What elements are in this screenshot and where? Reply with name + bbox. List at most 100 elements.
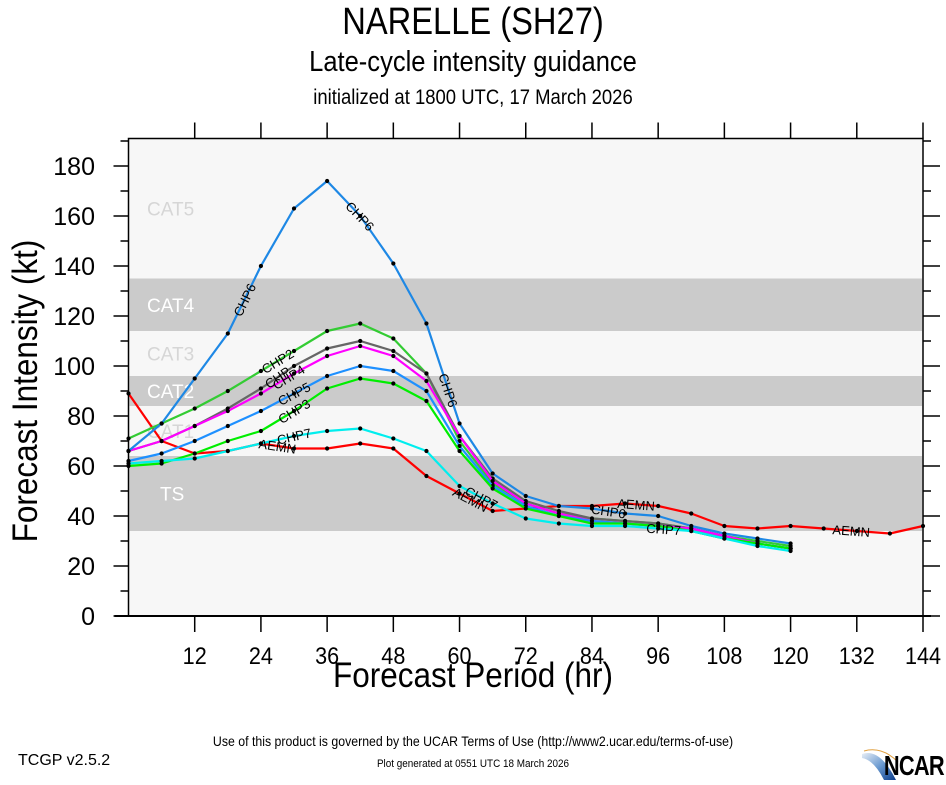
data-point-aemn xyxy=(821,526,826,531)
data-point-chp7 xyxy=(689,528,694,534)
data-point-chp6 xyxy=(755,536,760,541)
data-point-chp5 xyxy=(192,438,197,444)
data-point-chp3 xyxy=(192,451,197,456)
data-point-chp6 xyxy=(656,513,661,519)
data-point-chp2 xyxy=(358,321,363,326)
data-point-chp3 xyxy=(424,398,429,404)
series-label-text: AEMN xyxy=(617,496,656,514)
x-tick-label: 60 xyxy=(448,642,472,669)
data-point-chp3 xyxy=(225,438,230,444)
data-point-chp6 xyxy=(325,178,330,184)
data-point-aemn xyxy=(656,503,661,509)
data-point-chp2 xyxy=(391,336,396,341)
band-label-cat5: CAT5 xyxy=(147,200,194,221)
band-label-cat4: CAT4 xyxy=(147,296,195,317)
series-label-text: AEMN xyxy=(258,436,297,456)
data-point-aemn xyxy=(788,523,793,529)
data-point-chp7 xyxy=(556,521,561,526)
series-label-aemn: AEMN xyxy=(617,496,656,514)
data-point-chp7 xyxy=(589,523,595,529)
y-tick-label: 60 xyxy=(67,453,95,481)
data-point-chp7 xyxy=(291,433,297,439)
data-point-chp4 xyxy=(225,408,230,414)
data-point-chp7 xyxy=(788,548,793,554)
data-point-chp7 xyxy=(457,483,462,489)
data-point-chp6 xyxy=(722,531,727,536)
data-point-chp6 xyxy=(258,263,264,269)
data-point-chp7 xyxy=(622,523,628,529)
y-tick-label: 0 xyxy=(81,603,95,631)
data-point-aemn xyxy=(854,528,859,534)
data-point-chp3 xyxy=(391,381,396,386)
chart-title: NARELLE (SH27) xyxy=(342,1,604,43)
data-point-chp6 xyxy=(788,541,793,546)
x-tick-label: 96 xyxy=(646,642,670,669)
data-point-chp5 xyxy=(358,363,363,369)
data-point-chp6 xyxy=(556,503,561,509)
x-tick-label: 108 xyxy=(706,642,742,669)
data-point-chp4 xyxy=(391,353,396,359)
series-label-chp6: CHP6 xyxy=(590,501,627,521)
chart-subtitle: Late-cycle intensity guidance xyxy=(309,46,637,78)
data-point-chp5 xyxy=(159,451,164,456)
data-point-chp xyxy=(424,371,429,376)
data-point-chp3 xyxy=(258,428,264,434)
y-tick-label: 160 xyxy=(53,203,95,231)
data-point-chp7 xyxy=(258,441,264,446)
data-point-aemn xyxy=(490,508,495,514)
data-point-chp4 xyxy=(457,433,462,439)
data-point-chp7 xyxy=(391,436,396,441)
x-axis-title: Forecast Period (hr) xyxy=(332,656,614,695)
y-tick-label: 140 xyxy=(53,253,95,281)
data-point-chp xyxy=(358,338,363,344)
ncar-swoosh-icon xyxy=(862,749,899,780)
data-point-chp7 xyxy=(358,426,363,431)
x-tick-label: 48 xyxy=(381,642,405,669)
data-point-chp4 xyxy=(325,353,330,359)
series-label-text: CHP7 xyxy=(646,521,682,539)
data-point-chp4 xyxy=(291,371,297,376)
y-tick-label: 180 xyxy=(53,153,95,181)
version-label: TCGP v2.5.2 xyxy=(18,752,111,769)
data-point-chp4 xyxy=(159,438,164,444)
data-point-chp3 xyxy=(291,408,297,414)
y-tick-label: 80 xyxy=(67,403,95,431)
data-point-aemn xyxy=(291,446,297,451)
data-point-chp3 xyxy=(556,513,561,519)
data-point-chp6 xyxy=(523,493,528,499)
data-point-chp6 xyxy=(424,321,429,326)
data-point-chp6 xyxy=(391,261,396,266)
data-point-chp3 xyxy=(325,386,330,391)
y-axis-title: Forecast Intensity (kt) xyxy=(6,239,45,543)
ncar-logo-text: NCAR xyxy=(884,750,945,781)
data-point-chp5 xyxy=(291,391,297,396)
data-point-chp7 xyxy=(656,526,661,531)
data-point-chp5 xyxy=(457,443,462,449)
data-point-chp4 xyxy=(358,343,363,349)
x-tick-label: 132 xyxy=(839,642,875,669)
data-point-chp7 xyxy=(225,448,230,454)
data-point-chp4 xyxy=(424,378,429,384)
data-point-aemn xyxy=(325,446,330,451)
series-label-aemn: AEMN xyxy=(832,522,871,540)
data-point-chp5 xyxy=(424,388,429,394)
data-point-chp7 xyxy=(755,543,760,549)
x-tick-label: 120 xyxy=(773,642,809,669)
init-time: initialized at 1800 UTC, 17 March 2026 xyxy=(313,86,633,109)
x-tick-label: 12 xyxy=(183,642,207,669)
ncar-logo: NCAR xyxy=(862,748,946,781)
data-point-chp4 xyxy=(258,391,264,396)
data-point-aemn xyxy=(755,526,760,531)
terms-of-use: Use of this product is governed by the U… xyxy=(212,733,734,749)
data-point-chp6 xyxy=(589,506,595,511)
series-label-chp7: CHP7 xyxy=(646,521,682,539)
x-tick-label: 72 xyxy=(514,642,538,669)
y-tick-label: 40 xyxy=(67,503,95,531)
series-label-chp7: CHP7 xyxy=(276,425,313,447)
data-point-aemn xyxy=(424,473,429,479)
data-point-chp6 xyxy=(225,331,230,336)
data-point-chp3 xyxy=(358,376,363,381)
data-point-chp3 xyxy=(457,448,462,454)
data-point-chp6 xyxy=(159,421,164,426)
data-point-chp7 xyxy=(523,516,528,521)
